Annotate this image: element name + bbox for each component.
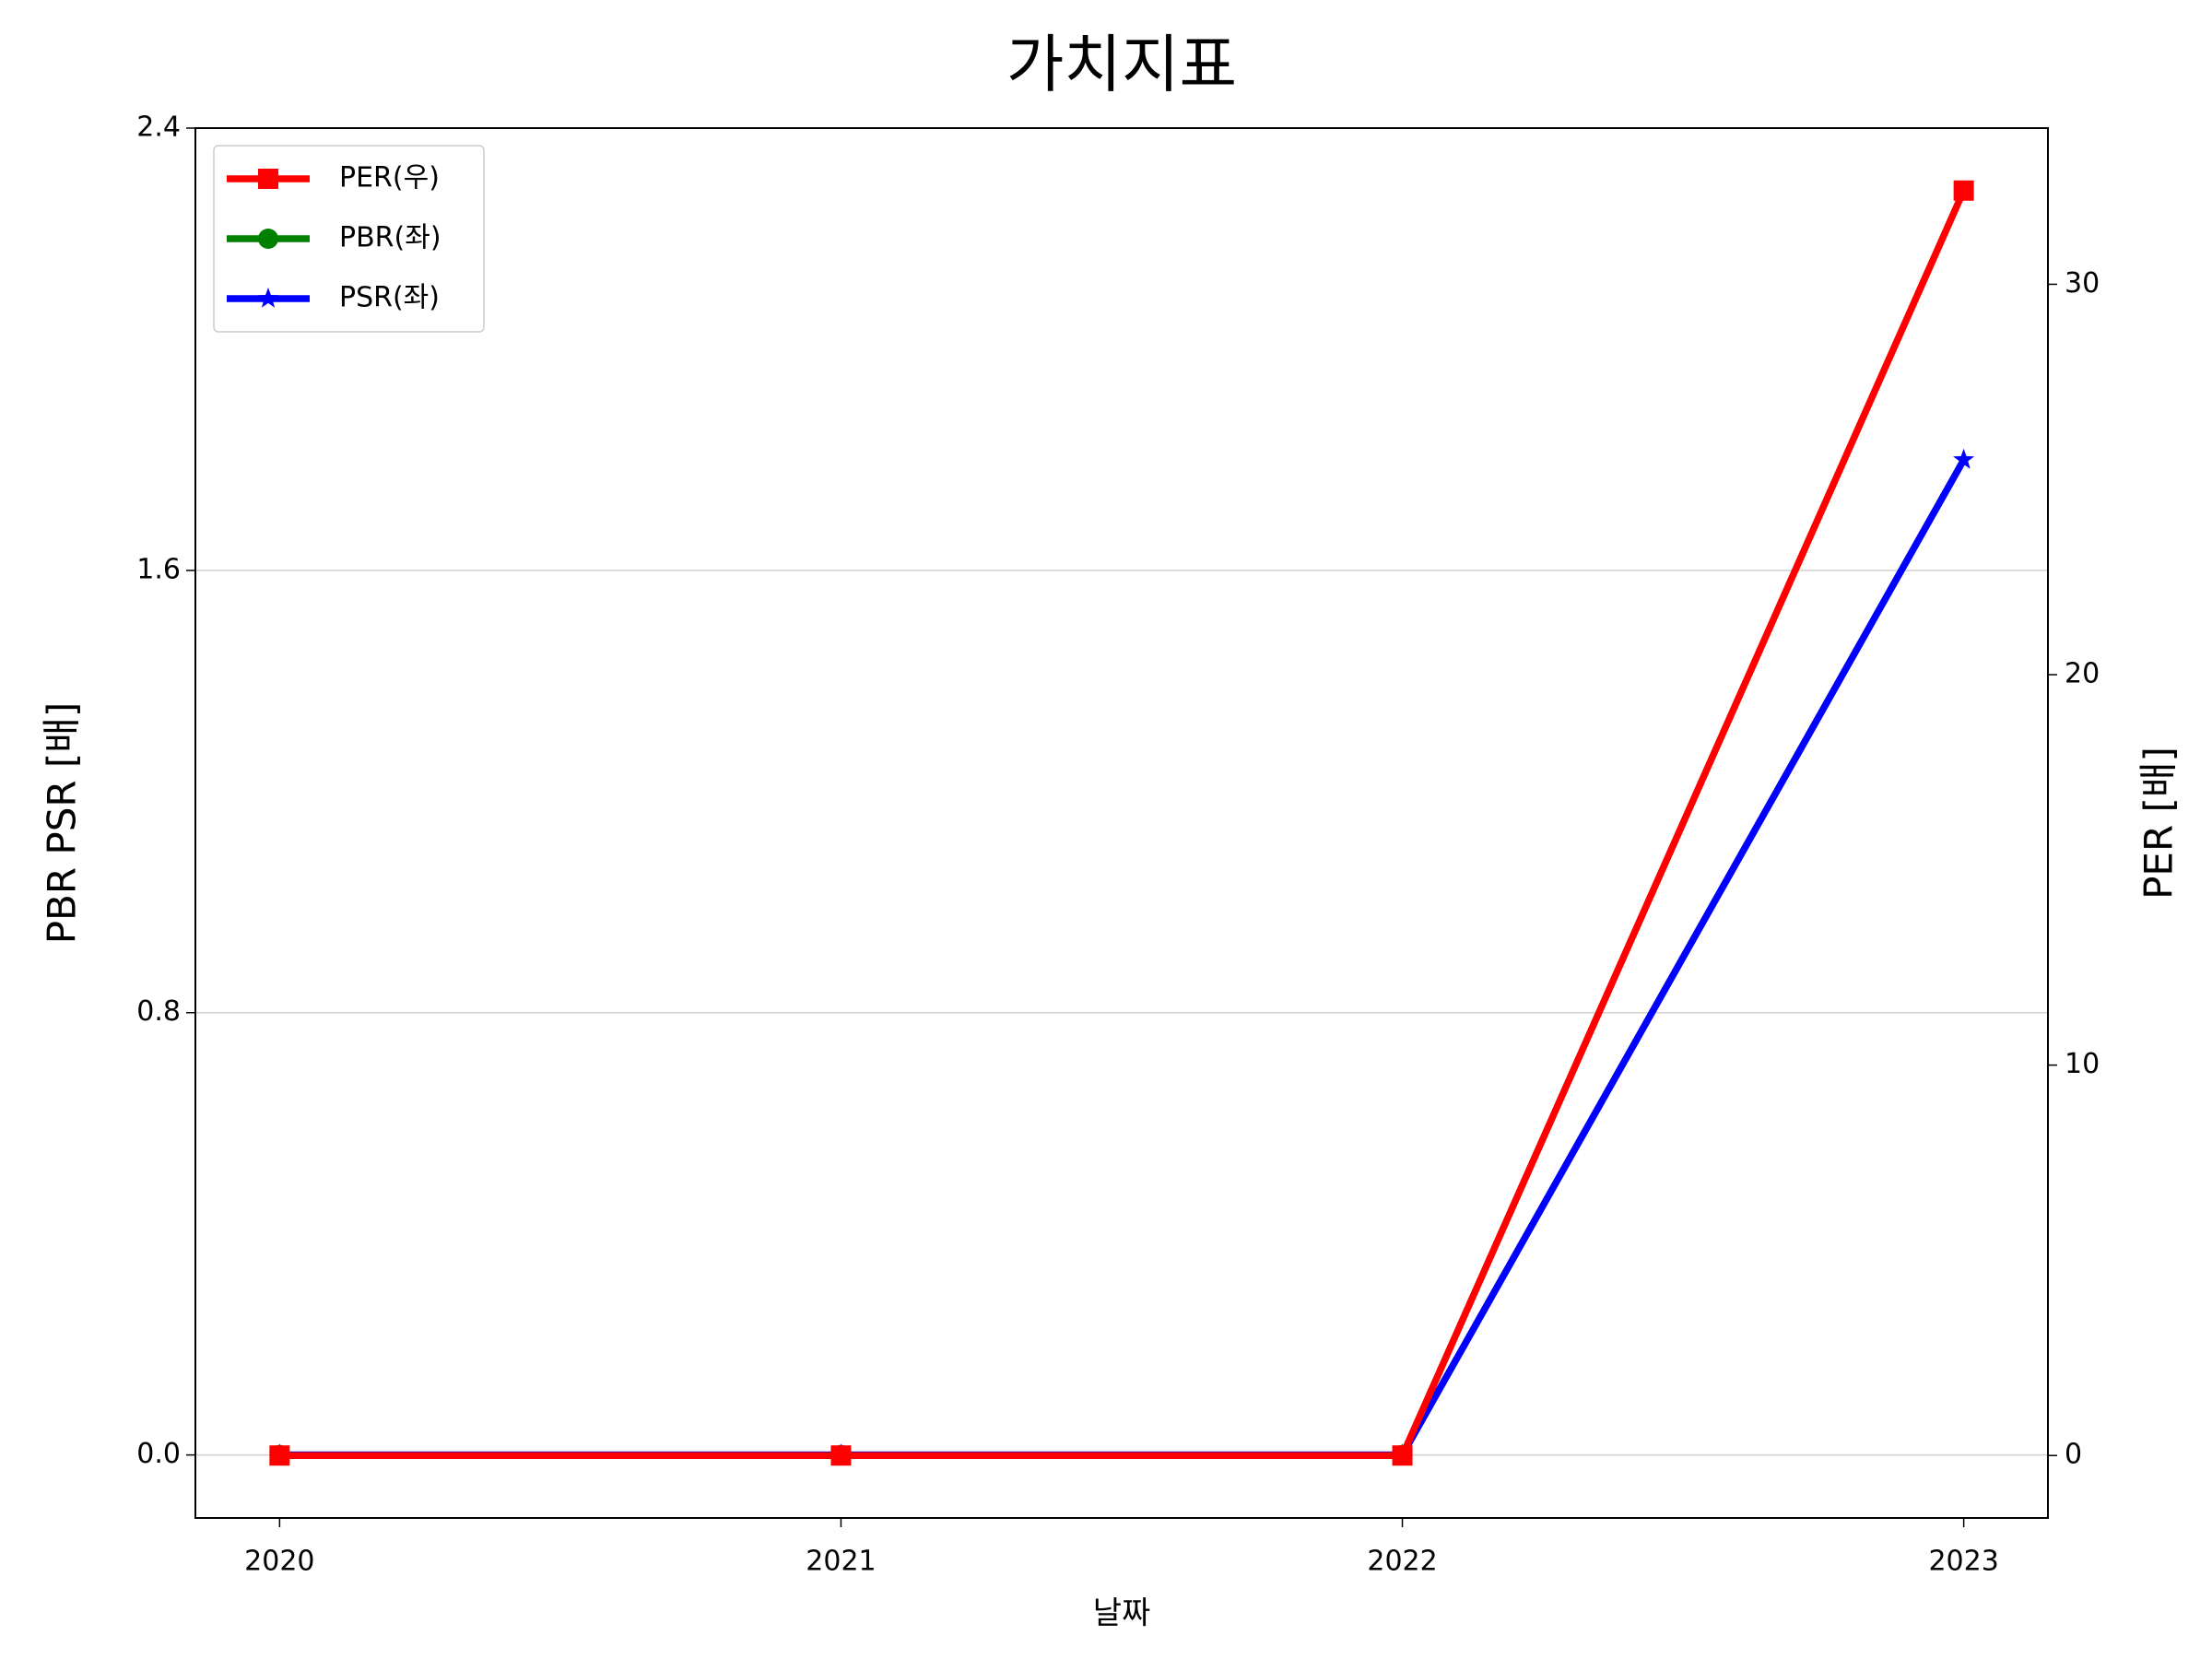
y-tick-label: 0.8 <box>136 995 181 1028</box>
y2-tick-label: 20 <box>2065 658 2100 690</box>
y2-tick-label: 30 <box>2065 267 2100 300</box>
x-tick-label: 2022 <box>1367 1546 1437 1578</box>
x-tick-label: 2021 <box>806 1546 876 1578</box>
marker <box>1953 448 1975 469</box>
series-line <box>279 189 1968 1459</box>
plot-frame <box>194 127 2049 1519</box>
chart-title: 가치지표 <box>1006 29 1237 102</box>
legend-marker <box>258 169 278 189</box>
y-tick-label: 1.6 <box>136 553 181 585</box>
y-tick-label: 2.4 <box>136 112 181 144</box>
legend-marker <box>258 229 278 249</box>
y2-tick-label: 0 <box>2065 1439 2082 1471</box>
marker <box>830 1445 852 1466</box>
marker <box>1392 1445 1413 1466</box>
legend-label: PER(우) <box>339 162 440 194</box>
x-axis-label: 날짜 <box>1093 1595 1151 1632</box>
y2-tick-label: 10 <box>2065 1048 2100 1080</box>
y2-axis-label: PER [배] <box>2136 747 2182 900</box>
legend-marker <box>257 287 279 308</box>
y-axis-label: PBR PSR [배] <box>40 702 85 945</box>
x-tick-label: 2023 <box>1928 1546 1998 1578</box>
y-tick-label: 0.0 <box>136 1438 181 1470</box>
x-tick-label: 2020 <box>244 1546 314 1578</box>
legend-label: PBR(좌) <box>339 222 441 254</box>
legend-label: PSR(좌) <box>339 282 440 314</box>
legend-frame <box>213 145 485 333</box>
marker <box>269 1445 290 1466</box>
marker <box>1953 180 1974 201</box>
